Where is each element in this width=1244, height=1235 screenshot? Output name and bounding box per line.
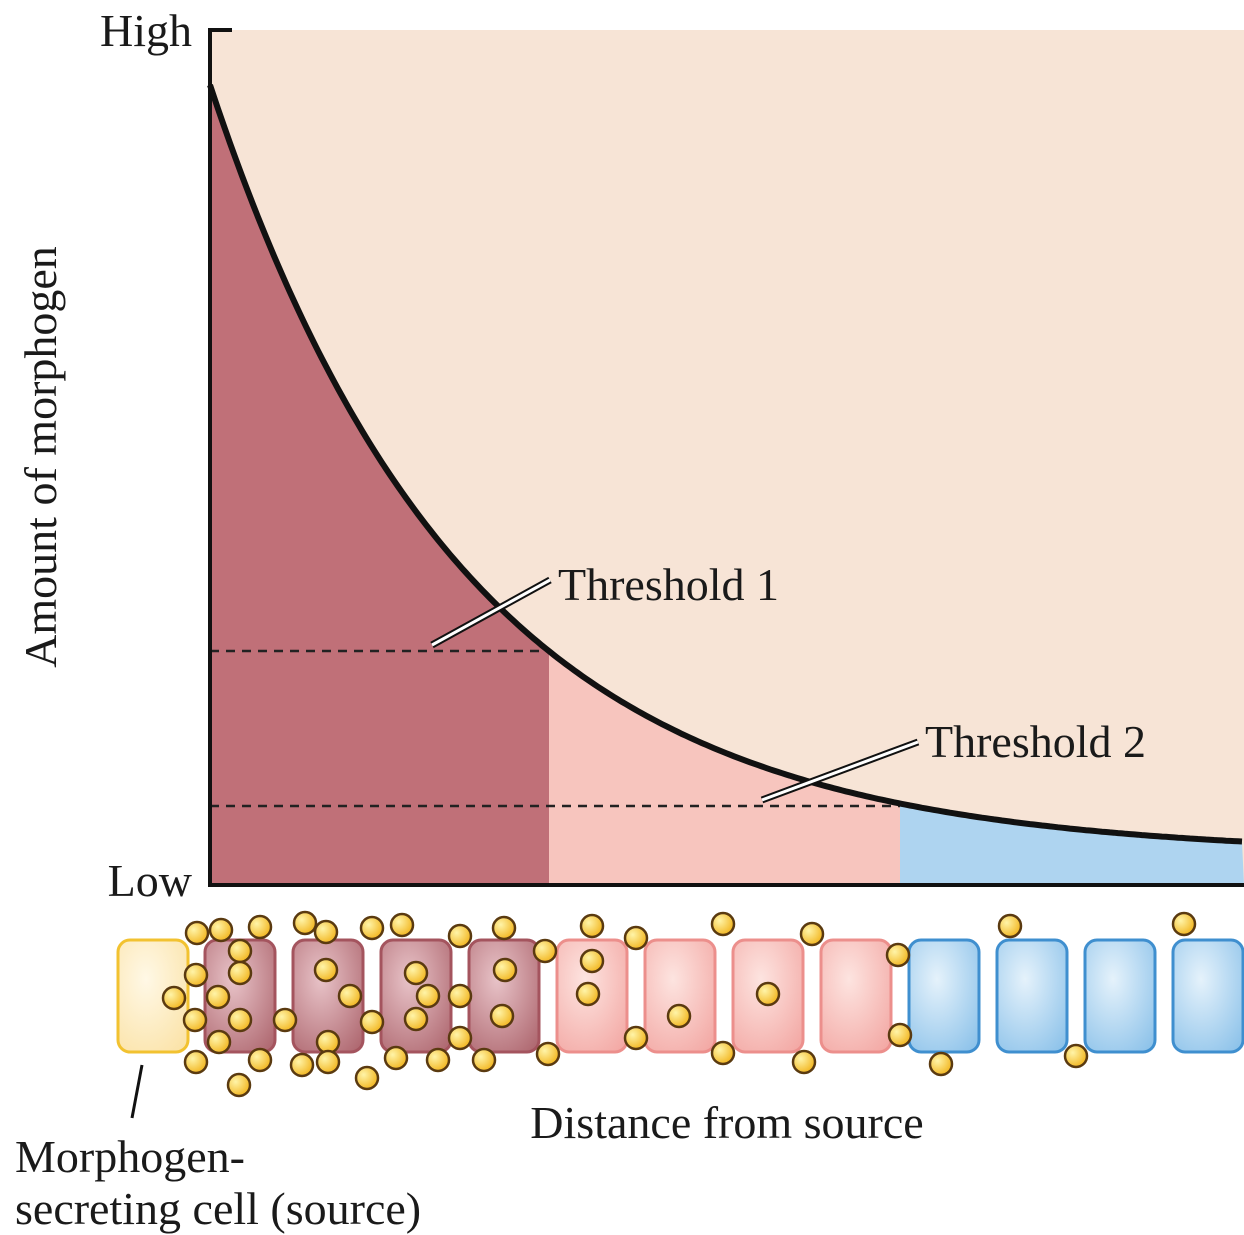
particle — [313, 919, 339, 945]
particle — [535, 1041, 561, 1067]
particle — [623, 1025, 649, 1051]
source-leader — [130, 1064, 144, 1119]
particle — [205, 984, 231, 1010]
particle — [161, 985, 187, 1011]
particle — [315, 1049, 341, 1075]
particle — [1171, 911, 1197, 937]
cell — [1171, 938, 1244, 1054]
particle — [182, 1007, 208, 1033]
threshold-2-label: Threshold 2 — [925, 716, 1146, 767]
particle — [885, 942, 911, 968]
particle — [403, 960, 429, 986]
particle — [313, 957, 339, 983]
particle — [928, 1051, 954, 1077]
particle — [415, 983, 441, 1009]
particle — [359, 915, 385, 941]
particle — [492, 957, 518, 983]
particle — [623, 925, 649, 951]
cell — [467, 938, 541, 1054]
cell — [1083, 938, 1157, 1054]
particle — [208, 917, 234, 943]
cell — [643, 938, 717, 1054]
particle — [183, 962, 209, 988]
particle — [710, 911, 736, 937]
particle — [575, 981, 601, 1007]
y-low: Low — [108, 855, 193, 906]
particle — [359, 1009, 385, 1035]
particle — [447, 983, 473, 1009]
particle — [489, 1003, 515, 1029]
gradient-curve — [207, 84, 1243, 845]
particle — [997, 913, 1023, 939]
cell — [819, 938, 893, 1054]
particle — [491, 915, 517, 941]
particle — [887, 1022, 913, 1048]
particle — [184, 920, 210, 946]
particle — [666, 1003, 692, 1029]
x-axis-label: Distance from source — [530, 1097, 923, 1148]
particle — [206, 1029, 232, 1055]
source-cell — [116, 938, 190, 1054]
particle — [579, 913, 605, 939]
particle — [1063, 1043, 1089, 1069]
particle — [532, 938, 558, 964]
particle — [292, 910, 318, 936]
particle — [710, 1040, 736, 1066]
leaders — [430, 576, 920, 804]
threshold-1-label: Threshold 1 — [558, 559, 779, 610]
cells — [116, 938, 1244, 1054]
morphogen-particles — [161, 910, 1197, 1098]
particle — [227, 1007, 253, 1033]
cell — [995, 938, 1069, 1054]
y-high: High — [100, 5, 192, 56]
particle — [447, 1025, 473, 1051]
source-label-line-2: secreting cell (source) — [15, 1183, 421, 1234]
particle — [755, 981, 781, 1007]
particle — [383, 1045, 409, 1071]
source-label-line-1: Morphogen- — [15, 1131, 245, 1182]
particle — [579, 948, 605, 974]
particle — [227, 938, 253, 964]
y-axis-label: Amount of morphogen — [15, 246, 66, 668]
particle — [226, 1072, 252, 1098]
particle — [315, 1029, 341, 1055]
particle — [389, 912, 415, 938]
particle — [337, 983, 363, 1009]
particle — [791, 1049, 817, 1075]
particle — [354, 1065, 380, 1091]
cell — [907, 938, 981, 1054]
particle — [425, 1047, 451, 1073]
particle — [289, 1052, 315, 1078]
particle — [247, 914, 273, 940]
particle — [403, 1006, 429, 1032]
axes — [208, 28, 1244, 887]
particle — [799, 921, 825, 947]
particle — [272, 1007, 298, 1033]
particle — [247, 1047, 273, 1073]
particle — [471, 1047, 497, 1073]
particle — [183, 1049, 209, 1075]
particle — [227, 960, 253, 986]
particle — [447, 923, 473, 949]
